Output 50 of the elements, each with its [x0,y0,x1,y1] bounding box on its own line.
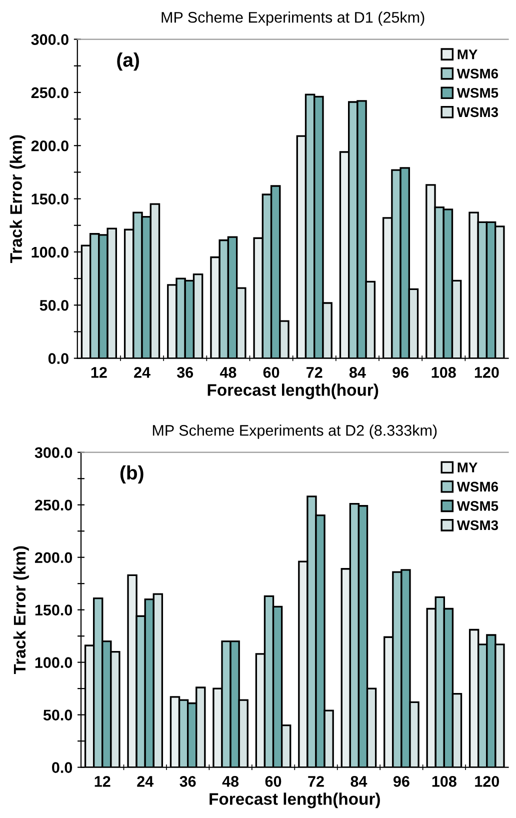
x-tick-label: 12 [91,367,107,378]
y-tick-label: 300.0 [31,34,68,45]
y-tick-label: 100.0 [35,657,72,668]
x-tick-label: 48 [220,367,236,378]
x-tick-label: 108 [432,776,456,787]
legend-label: WSM3 [456,520,498,530]
x-tick-label: 48 [222,776,239,787]
y-tick-label: 150.0 [32,194,68,204]
legend-label: WSM6 [456,482,498,492]
x-tick-label: 108 [432,367,456,378]
x-tick-label: 84 [350,776,368,787]
x-tick-label: 60 [265,776,282,787]
y-axis-title: Track Error (km) [10,135,26,263]
y-axis-title: Track Error (km) [13,546,29,674]
y-tick-label: 0.0 [52,762,72,773]
legend-label: MY [458,462,478,472]
legend-label: WSM6 [456,68,498,79]
y-tick-label: 50.0 [40,300,68,311]
y-tick-label: 50.0 [43,710,72,720]
chart-title: MP Scheme Experiments at D1 (25km) [162,12,424,26]
x-tick-label: 96 [392,367,408,378]
y-tick-label: 200.0 [31,140,68,152]
x-tick-label: 96 [393,776,410,787]
y-tick-label: 150.0 [35,604,72,616]
legend-label: WSM5 [456,88,498,98]
x-axis-title: Forecast length(hour) [210,792,380,808]
x-tick-label: 60 [263,367,280,378]
x-tick-label: 12 [94,776,110,787]
annotation: (a) [117,52,139,71]
legend-label: WSM3 [456,107,498,118]
y-tick-label: 300.0 [34,447,72,458]
x-tick-label: 24 [134,367,150,378]
y-tick-label: 100.0 [32,246,68,258]
x-tick-label: 72 [308,776,324,787]
x-tick-label: 36 [180,776,196,787]
x-tick-label: 120 [475,776,500,787]
y-tick-label: 200.0 [34,552,72,564]
x-axis-title: Forecast length(hour) [208,384,378,400]
y-tick-label: 250.0 [34,500,72,511]
legend-label: MY [458,50,478,60]
x-tick-label: 24 [137,776,154,787]
x-tick-label: 120 [474,367,499,378]
y-tick-label: 250.0 [31,87,68,98]
annotation: (b) [120,465,144,484]
legend-label: WSM5 [456,501,498,511]
y-tick-label: 0.0 [48,353,68,364]
chart-title: MP Scheme Experiments at D2 (8.333km) [152,424,437,439]
x-tick-label: 36 [176,367,194,378]
x-tick-label: 84 [349,367,366,378]
x-tick-label: 72 [306,367,322,378]
